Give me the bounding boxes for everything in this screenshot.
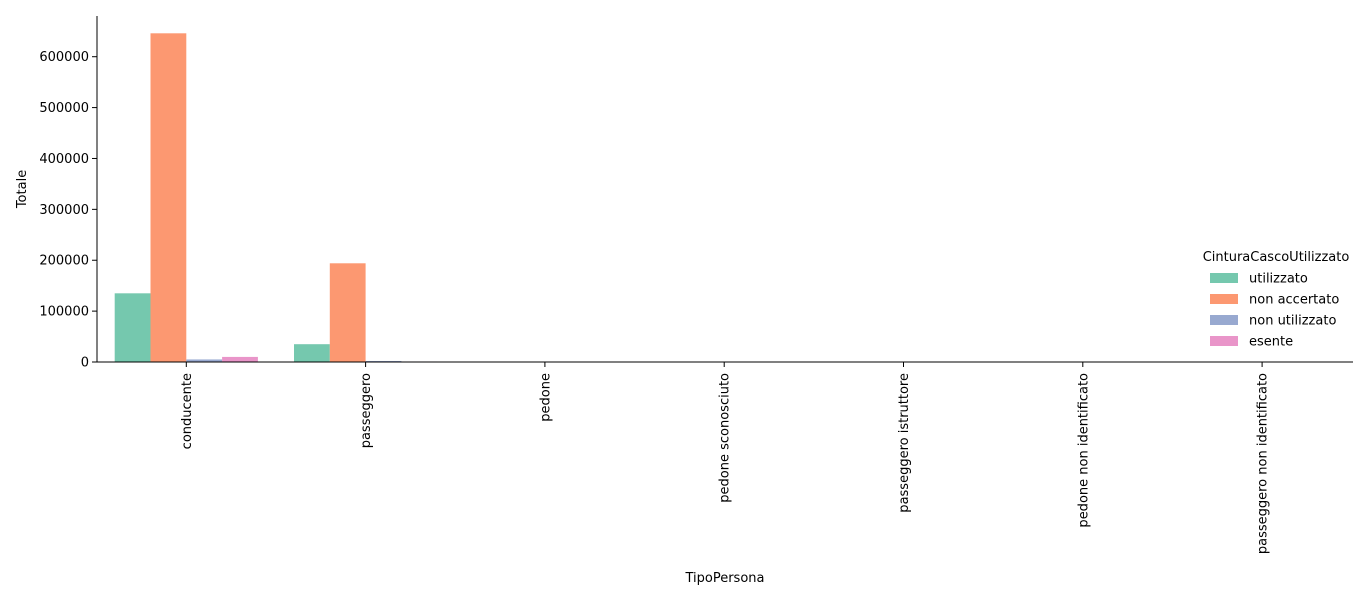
x-tick-label: passeggero istruttore	[897, 373, 912, 513]
bar-esente	[222, 356, 258, 362]
x-axis-label: TipoPersona	[684, 571, 764, 586]
y-axis-ticks: 0 100000 200000 300000 400000 500000 600000	[39, 50, 97, 371]
legend-entry-label: non accertato	[1249, 293, 1339, 308]
legend-swatch	[1210, 336, 1238, 346]
bar-utilizzato	[114, 293, 151, 362]
x-tick-label: pedone	[538, 373, 553, 422]
y-tick-label: 200000	[39, 254, 89, 269]
bar-group	[114, 33, 438, 363]
y-tick-label: 100000	[39, 305, 89, 320]
bar-utilizzato	[294, 344, 330, 362]
legend-swatch	[1210, 315, 1238, 325]
legend-swatch	[1210, 294, 1238, 304]
legend-entry-label: utilizzato	[1249, 272, 1308, 287]
x-axis-ticks: conducente passeggero pedone pedone sconosc…	[180, 362, 1271, 554]
legend: CinturaCascoUtilizzato utilizzato non acc…	[1203, 250, 1350, 350]
legend-entry-label: non utilizzato	[1249, 314, 1336, 329]
x-tick-label: passeggero non identificato	[1256, 373, 1271, 554]
y-axis-label: Totale	[15, 170, 30, 209]
legend-swatch	[1210, 273, 1238, 283]
y-tick-label: 300000	[39, 203, 89, 218]
x-tick-label: pedone non identificato	[1076, 373, 1091, 528]
bar-non-accertato	[150, 33, 187, 363]
y-tick-label: 400000	[39, 152, 89, 167]
bar-non-utilizzato	[365, 360, 402, 362]
y-tick-label: 0	[81, 356, 89, 371]
y-tick-label: 600000	[39, 50, 89, 65]
legend-entry-label: esente	[1249, 335, 1293, 350]
x-tick-label: pedone sconosciuto	[718, 373, 733, 503]
x-tick-label: conducente	[180, 373, 195, 449]
legend-title: CinturaCascoUtilizzato	[1203, 250, 1350, 265]
bar-non-utilizzato	[186, 359, 223, 362]
bar-non-accertato	[329, 263, 366, 362]
x-tick-label: passeggero	[359, 373, 374, 448]
y-tick-label: 500000	[39, 101, 89, 116]
